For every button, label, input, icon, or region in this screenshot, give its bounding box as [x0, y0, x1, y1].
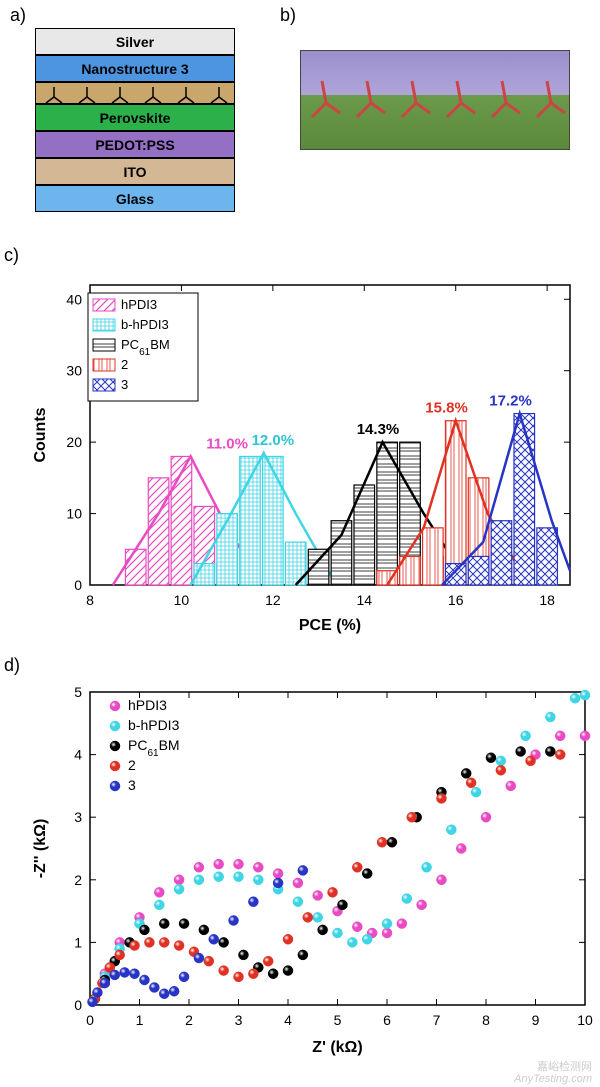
panel-label-a: a) [10, 5, 26, 26]
svg-text:3: 3 [128, 777, 136, 793]
svg-text:5: 5 [334, 1012, 342, 1028]
layer-1: Nanostructure 3 [35, 55, 235, 82]
svg-text:5: 5 [74, 684, 82, 700]
svg-text:b-hPDI3: b-hPDI3 [121, 317, 169, 332]
svg-text:9: 9 [532, 1012, 540, 1028]
svg-text:3: 3 [235, 1012, 243, 1028]
svg-text:PC61BM: PC61BM [128, 737, 180, 759]
svg-text:2: 2 [185, 1012, 193, 1028]
svg-text:14.3%: 14.3% [357, 421, 400, 438]
svg-text:20: 20 [66, 434, 82, 450]
svg-text:2: 2 [121, 357, 128, 372]
svg-text:17.2%: 17.2% [489, 393, 532, 410]
svg-text:1: 1 [74, 934, 82, 950]
nyquist-chart: 0 1 2 3 4 5 6 7 8 9 10 0 1 2 3 4 5 Z' (kΩ) -Z'' (kΩ) hPDI3 b… [25, 680, 595, 1060]
panel-label-b: b) [280, 5, 296, 26]
svg-text:hPDI3: hPDI3 [128, 697, 167, 713]
device-stack: SilverNanostructure 3 PerovskitePEDOT:PSS… [35, 28, 235, 223]
svg-text:0: 0 [74, 577, 82, 593]
layer-6: Glass [35, 185, 235, 212]
interface-schematic [300, 50, 570, 150]
svg-text:PCE (%): PCE (%) [299, 617, 361, 634]
svg-text:14: 14 [356, 592, 372, 608]
svg-text:3: 3 [121, 377, 128, 392]
layer-5: ITO [35, 158, 235, 185]
svg-text:16: 16 [448, 592, 464, 608]
svg-text:b-hPDI3: b-hPDI3 [128, 717, 180, 733]
svg-text:30: 30 [66, 363, 82, 379]
svg-text:10: 10 [174, 592, 190, 608]
svg-text:7: 7 [433, 1012, 441, 1028]
panel-label-c: c) [4, 245, 19, 266]
svg-text:3: 3 [74, 809, 82, 825]
watermark-line1: 嘉峪检测网 [514, 1061, 592, 1073]
svg-text:18: 18 [539, 592, 555, 608]
layer-0: Silver [35, 28, 235, 55]
svg-text:Counts: Counts [32, 407, 49, 462]
svg-text:10: 10 [66, 506, 82, 522]
svg-text:0: 0 [86, 1012, 94, 1028]
panel-label-d: d) [4, 655, 20, 676]
svg-text:4: 4 [284, 1012, 292, 1028]
svg-text:4: 4 [74, 747, 82, 763]
layer-3: Perovskite [35, 104, 235, 131]
layer-4: PEDOT:PSS [35, 131, 235, 158]
svg-text:0: 0 [74, 997, 82, 1013]
watermark: 嘉峪检测网 AnyTesting.com [514, 1061, 592, 1085]
svg-text:2: 2 [128, 757, 136, 773]
svg-text:1: 1 [136, 1012, 144, 1028]
watermark-line2: AnyTesting.com [514, 1073, 592, 1085]
svg-text:40: 40 [66, 291, 82, 307]
svg-text:12: 12 [265, 592, 281, 608]
svg-text:15.8%: 15.8% [425, 400, 468, 417]
svg-text:11.0%: 11.0% [206, 435, 248, 452]
layer-2 [35, 82, 235, 104]
histogram-chart: 8 10 12 14 16 18 0 10 20 30 40 11.0%12.0% 14.3% 15.8%… [25, 270, 585, 640]
svg-text:6: 6 [383, 1012, 391, 1028]
svg-text:-Z'' (kΩ): -Z'' (kΩ) [32, 819, 49, 879]
svg-text:8: 8 [482, 1012, 490, 1028]
svg-text:12.0%: 12.0% [252, 432, 295, 449]
svg-text:10: 10 [577, 1012, 593, 1028]
svg-text:hPDI3: hPDI3 [121, 297, 157, 312]
svg-text:2: 2 [74, 872, 82, 888]
svg-text:Z' (kΩ): Z' (kΩ) [312, 1039, 362, 1056]
svg-text:8: 8 [86, 592, 94, 608]
